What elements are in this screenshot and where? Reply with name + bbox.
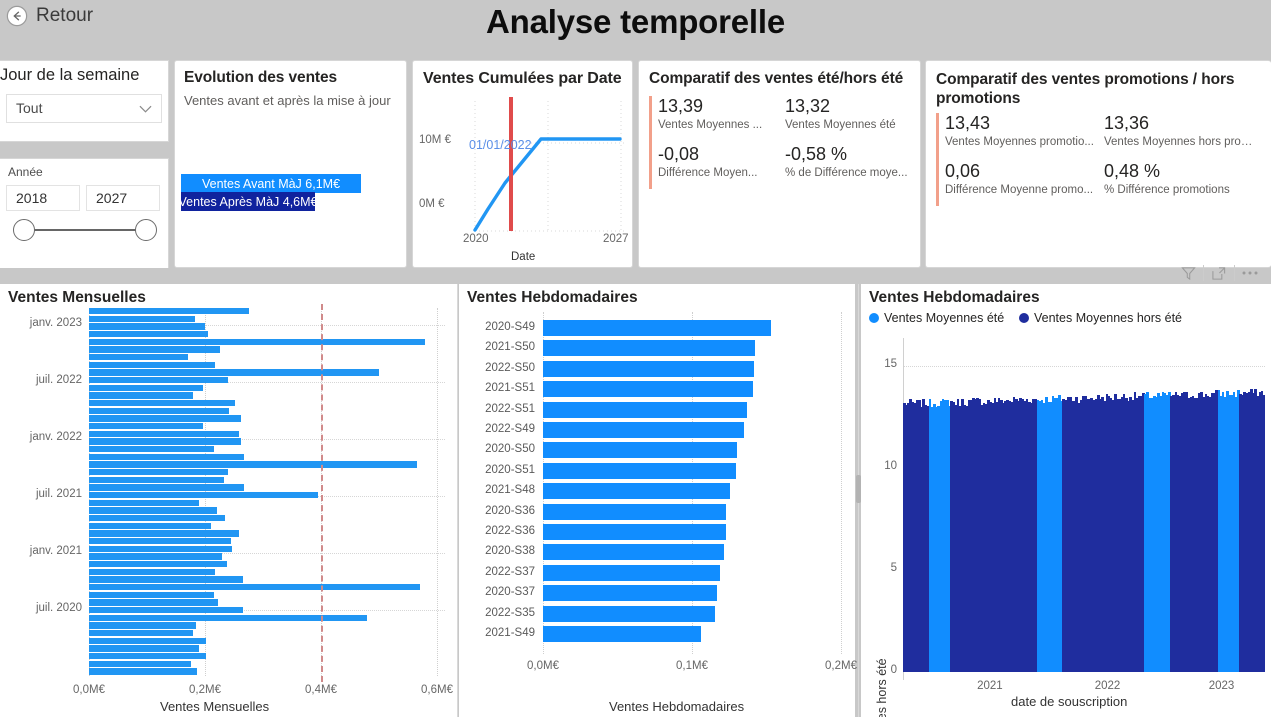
year-min-value: 2018 [16, 190, 48, 206]
evolution-label-apres: Ventes Après MàJ 4,6M€ [179, 192, 317, 211]
visual-ventes-mensuelles[interactable]: Ventes Mensuelles janv. 2023 juil. 2022 ja… [0, 284, 457, 717]
promo-accent-bar [936, 113, 939, 206]
legend-marker-hors-ete [1019, 313, 1029, 323]
cumulative-annotation: 01/01/2022 [469, 138, 532, 152]
summer-accent-bar [649, 96, 652, 189]
focus-mode-button[interactable] [1207, 262, 1231, 284]
year-max-input[interactable]: 2027 [86, 185, 160, 211]
cumulative-title: Ventes Cumulées par Date [423, 70, 622, 87]
visual-ventes-hebdomadaires-column[interactable]: Ventes Hebdomadaires Ventes Moyennes été… [861, 284, 1271, 717]
promo-metric-2-value: 0,06 [945, 161, 981, 181]
daily-title: Ventes Hebdomadaires [869, 289, 1040, 306]
cumulative-line-svg [473, 97, 625, 232]
promo-metric-0-caption: Ventes Moyennes promotio... [945, 136, 1094, 148]
summer-title: Comparatif des ventes été/hors été [649, 70, 904, 87]
promo-metric-2-caption: Différence Moyenne promo... [945, 184, 1094, 196]
cumulative-x-tick-0: 2020 [463, 233, 489, 245]
year-min-input[interactable]: 2018 [6, 185, 80, 211]
more-options-button[interactable] [1238, 262, 1262, 284]
summer-metric-2-caption: Différence Moyen... [658, 167, 758, 179]
year-slider-handle-max[interactable] [135, 219, 157, 241]
monthly-plot-area: janv. 2023 juil. 2022 janv. 2022 juil. 2021… [0, 284, 457, 717]
year-slider-track [24, 229, 146, 231]
panel-divider-1 [457, 284, 458, 717]
legend-label-hors-ete: Ventes Moyennes hors été [1034, 311, 1183, 325]
cumulative-x-tick-1: 2027 [603, 233, 629, 245]
visual-ventes-hebdomadaires-bar[interactable]: Ventes Hebdomadaires 2020-S49 2021-S50 202… [459, 284, 857, 717]
evolution-subtitle: Ventes avant et après la mise à jour [184, 93, 391, 108]
summer-metric-0-caption: Ventes Moyennes ... [658, 119, 763, 131]
more-options-icon [1242, 271, 1258, 275]
back-button[interactable]: Retour [6, 5, 93, 27]
day-of-week-dropdown[interactable]: Tout [6, 94, 162, 123]
weekly-vertical-scrollbar[interactable] [856, 475, 861, 503]
evolution-title: Evolution des ventes [184, 69, 338, 86]
panel-gap-band [0, 268, 1271, 284]
promo-metric-1-caption: Ventes Moyennes hors promoti... [1104, 136, 1259, 148]
year-max-value: 2027 [96, 190, 128, 206]
card-comparatif-ete[interactable]: Comparatif des ventes été/hors été 13,39… [638, 60, 921, 268]
slicer-year-range: Année 2018 2027 [0, 158, 169, 272]
summer-metric-3-caption: % de Différence moye... [785, 167, 908, 179]
back-label: Retour [36, 5, 94, 26]
promo-metric-3-value: 0,48 % [1104, 161, 1161, 181]
weekly-plot-area: 2020-S49 2021-S50 2022-S50 2021-S51 2022-S51… [459, 284, 857, 717]
slicer-day-of-week: Jour de la semaine Tout [0, 60, 169, 142]
promo-metric-0-value: 13,43 [945, 113, 991, 133]
card-comparatif-promotions[interactable]: Comparatif des ventes promotions / hors … [925, 60, 1271, 268]
promo-title: Comparatif des ventes promotions / hors … [936, 71, 1235, 107]
daily-x-axis-title: date de souscription [1011, 694, 1128, 709]
summer-metric-3-value: -0,58 % [785, 144, 848, 164]
slicer-day-title: Jour de la semaine [0, 66, 140, 84]
daily-plot-area: 0 5 10 15 2021 2022 2023 [861, 284, 1271, 717]
weekly-title: Ventes Hebdomadaires [467, 289, 638, 306]
day-of-week-value: Tout [16, 100, 43, 116]
page-title: Analyse temporelle [485, 3, 786, 40]
cumulative-y-tick-1: 10M € [419, 134, 451, 146]
promo-metric-1-value: 13,36 [1104, 113, 1150, 133]
cumulative-y-tick-0: 0M € [419, 198, 445, 210]
weekly-x-axis-title: Ventes Hebdomadaires [609, 699, 745, 714]
card-evolution-des-ventes[interactable]: Evolution des ventes Ventes avant et apr… [174, 60, 407, 268]
cumulative-x-axis-title: Date [511, 251, 536, 263]
filter-funnel-icon [1180, 266, 1196, 280]
focus-mode-icon [1212, 266, 1226, 280]
back-arrow-circle-icon [6, 5, 28, 27]
filter-button[interactable] [1176, 262, 1200, 284]
toolbar-separator-1 [1203, 265, 1204, 281]
chevron-down-icon [139, 105, 152, 113]
daily-y-axis-title: Ventes Moyennes été et Ventes Moyennes h… [875, 658, 889, 717]
monthly-x-axis-title: Ventes Mensuelles [160, 699, 270, 714]
legend-item-ete[interactable]: Ventes Moyennes été [869, 311, 1004, 325]
legend-marker-ete [869, 313, 879, 323]
monthly-title: Ventes Mensuelles [8, 289, 146, 306]
legend-item-hors-ete[interactable]: Ventes Moyennes hors été [1019, 311, 1182, 325]
page-header: Retour Analyse temporelle [0, 0, 1271, 55]
legend-label-ete: Ventes Moyennes été [884, 311, 1005, 325]
summer-metric-2-value: -0,08 [658, 144, 700, 164]
summer-metric-1-value: 13,32 [785, 96, 831, 116]
summer-metric-0-value: 13,39 [658, 96, 704, 116]
promo-metric-3-caption: % Différence promotions [1104, 184, 1230, 196]
summer-metric-1-caption: Ventes Moyennes été [785, 119, 896, 131]
slicer-year-title: Année [8, 165, 43, 179]
toolbar-separator-2 [1234, 265, 1235, 281]
cumulative-plot: 01/01/2022 0M € 10M € 2020 2027 Date [413, 91, 634, 269]
year-slider-handle-min[interactable] [13, 219, 35, 241]
card-ventes-cumulees[interactable]: Ventes Cumulées par Date 01/01/2022 0M €… [412, 60, 633, 268]
evolution-label-avant: Ventes Avant MàJ 6,1M€ [181, 174, 361, 193]
visual-toolbar [1176, 262, 1262, 284]
